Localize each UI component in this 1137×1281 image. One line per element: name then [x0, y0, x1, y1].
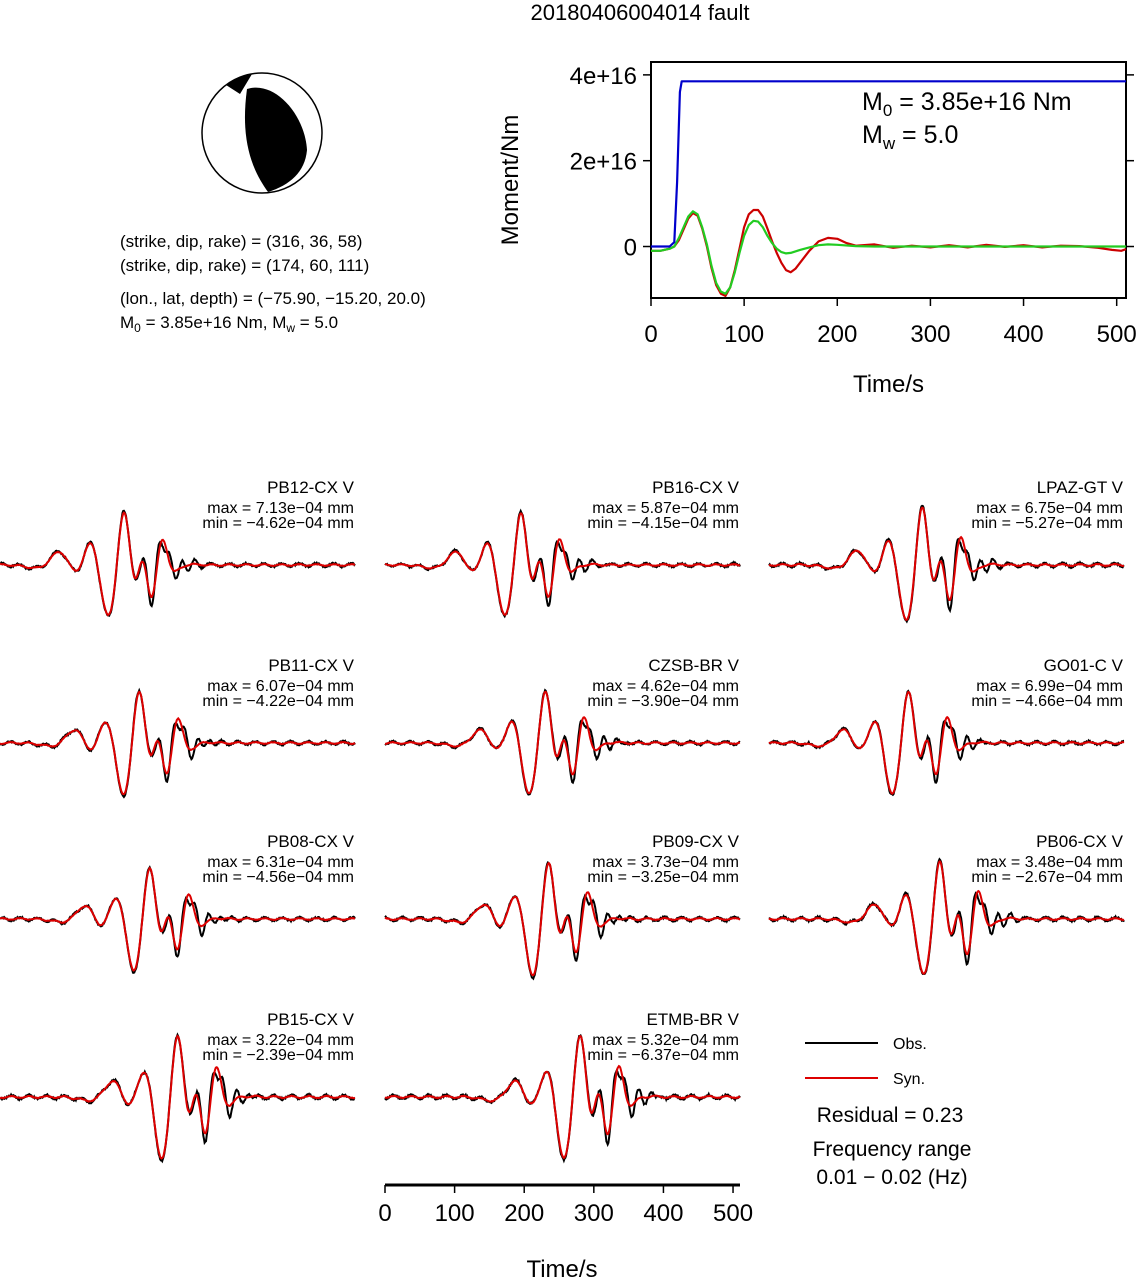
frequency-range: 0.01 − 0.02 (Hz): [816, 1166, 967, 1189]
frequency-title: Frequency range: [813, 1138, 972, 1161]
waveform-x-tick-label: 500: [713, 1200, 753, 1227]
waveform-x-tick-label: 300: [574, 1200, 614, 1227]
station-name: PB12-CX V: [267, 478, 355, 497]
moment-x-tick-label: 300: [910, 321, 950, 348]
station-name: CZSB-BR V: [648, 656, 739, 675]
station-min: min = −4.62e−04 mm: [202, 515, 354, 532]
moment-x-tick-label: 0: [644, 321, 657, 348]
moment-y-tick-label: 4e+16: [570, 63, 637, 90]
station-max: max = 4.62e−04 mm: [592, 678, 739, 695]
station-name: ETMB-BR V: [646, 1010, 739, 1029]
station-min: min = −4.15e−04 mm: [587, 515, 739, 532]
moment-y-ticks: 4e+16 2e+16 0: [570, 63, 1134, 262]
residual-text: Residual = 0.23: [817, 1104, 964, 1127]
moment-m0-label: M0 = 3.85e+16 Nm: [862, 88, 1072, 120]
moment-curves: [651, 80, 1127, 297]
moment-x-tick-label: 400: [1004, 321, 1044, 348]
station-min: min = −3.25e−04 mm: [587, 869, 739, 886]
station-max: max = 5.87e−04 mm: [592, 500, 739, 517]
synthetic-waveform: [384, 690, 741, 795]
station-min: min = −3.90e−04 mm: [587, 693, 739, 710]
waveform-x-label: Time/s: [526, 1256, 597, 1281]
station-max: max = 3.22e−04 mm: [207, 1032, 354, 1049]
synthetic-waveform: [0, 1034, 356, 1160]
station-max: max = 6.99e−04 mm: [976, 678, 1123, 695]
moment-y-label: Moment/Nm: [497, 115, 524, 246]
legend-obs-label: Obs.: [893, 1036, 927, 1053]
legend: Obs. Syn. Residual = 0.23 Frequency rang…: [805, 1036, 971, 1189]
station-name: GO01-C V: [1044, 656, 1124, 675]
station-max: max = 5.32e−04 mm: [592, 1032, 739, 1049]
station-name: PB16-CX V: [652, 478, 740, 497]
station-max: max = 3.73e−04 mm: [592, 854, 739, 871]
focal-plane-2: (strike, dip, rake) = (174, 60, 111): [120, 256, 369, 275]
moment-line: M0 = 3.85e+16 Nm, Mw = 5.0: [120, 313, 338, 335]
station-max: max = 6.07e−04 mm: [207, 678, 354, 695]
station-name: PB09-CX V: [652, 832, 740, 851]
station-name: PB08-CX V: [267, 832, 355, 851]
synthetic-waveform: [768, 506, 1124, 622]
moment-x-tick-label: 500: [1097, 321, 1137, 348]
moment-x-label: Time/s: [853, 371, 924, 398]
station-max: max = 7.13e−04 mm: [207, 500, 354, 517]
waveform-time-axis: Time/s 0 100 200 300 400 500: [378, 1183, 753, 1281]
waveform-x-tick-label: 200: [504, 1200, 544, 1227]
station-min: min = −2.39e−04 mm: [202, 1047, 354, 1064]
waveform-x-tick-label: 0: [378, 1200, 391, 1227]
station-name: LPAZ-GT V: [1037, 478, 1124, 497]
moment-function-curve: [651, 80, 1126, 248]
synthetic-waveform: [384, 861, 740, 977]
figure-title: 20180406004014 fault: [531, 0, 750, 25]
synthetic-waveform: [384, 1035, 741, 1160]
station-min: min = −4.66e−04 mm: [971, 693, 1123, 710]
station-min: min = −4.22e−04 mm: [202, 693, 354, 710]
beachball-icon: [201, 72, 323, 194]
synthetic-waveform: [0, 511, 355, 617]
waveform-x-tick-label: 100: [435, 1200, 475, 1227]
synthetic-waveform: [0, 866, 356, 972]
station-max: max = 6.75e−04 mm: [976, 500, 1123, 517]
legend-syn-label: Syn.: [893, 1071, 925, 1088]
station-min: min = −2.67e−04 mm: [971, 869, 1123, 886]
station-min: min = −5.27e−04 mm: [971, 515, 1123, 532]
station-max: max = 3.48e−04 mm: [976, 854, 1123, 871]
moment-x-ticks: 0 100 200 300 400 500: [644, 298, 1137, 348]
moment-y-tick-label: 2e+16: [570, 149, 637, 176]
station-name: PB06-CX V: [1036, 832, 1124, 851]
moment-plot-frame: [650, 61, 1127, 299]
station-max: max = 6.31e−04 mm: [207, 854, 354, 871]
synthetic-waveform: [0, 690, 356, 796]
station-min: min = −4.56e−04 mm: [202, 869, 354, 886]
moment-rate-red-curve: [651, 208, 1127, 297]
moment-x-tick-label: 100: [724, 321, 764, 348]
moment-y-tick-label: 0: [624, 235, 637, 262]
moment-plot: 4e+16 2e+16 0 0 100 200 300 400 500 Moment/Nm T…: [497, 61, 1137, 398]
location-line: (lon., lat, depth) = (−75.90, −15.20, 20…: [120, 289, 426, 308]
station-name: PB15-CX V: [267, 1010, 355, 1029]
moment-mw-label: Mw = 5.0: [862, 121, 958, 153]
synthetic-waveform: [768, 690, 1125, 795]
synthetic-waveform: [384, 512, 741, 616]
focal-plane-1: (strike, dip, rake) = (316, 36, 58): [120, 232, 362, 251]
moment-rate-green-curve: [651, 210, 1126, 295]
moment-x-tick-label: 200: [817, 321, 857, 348]
station-min: min = −6.37e−04 mm: [587, 1047, 739, 1064]
synthetic-waveform: [768, 860, 1125, 975]
waveform-x-tick-label: 400: [643, 1200, 683, 1227]
station-name: PB11-CX V: [268, 656, 354, 675]
